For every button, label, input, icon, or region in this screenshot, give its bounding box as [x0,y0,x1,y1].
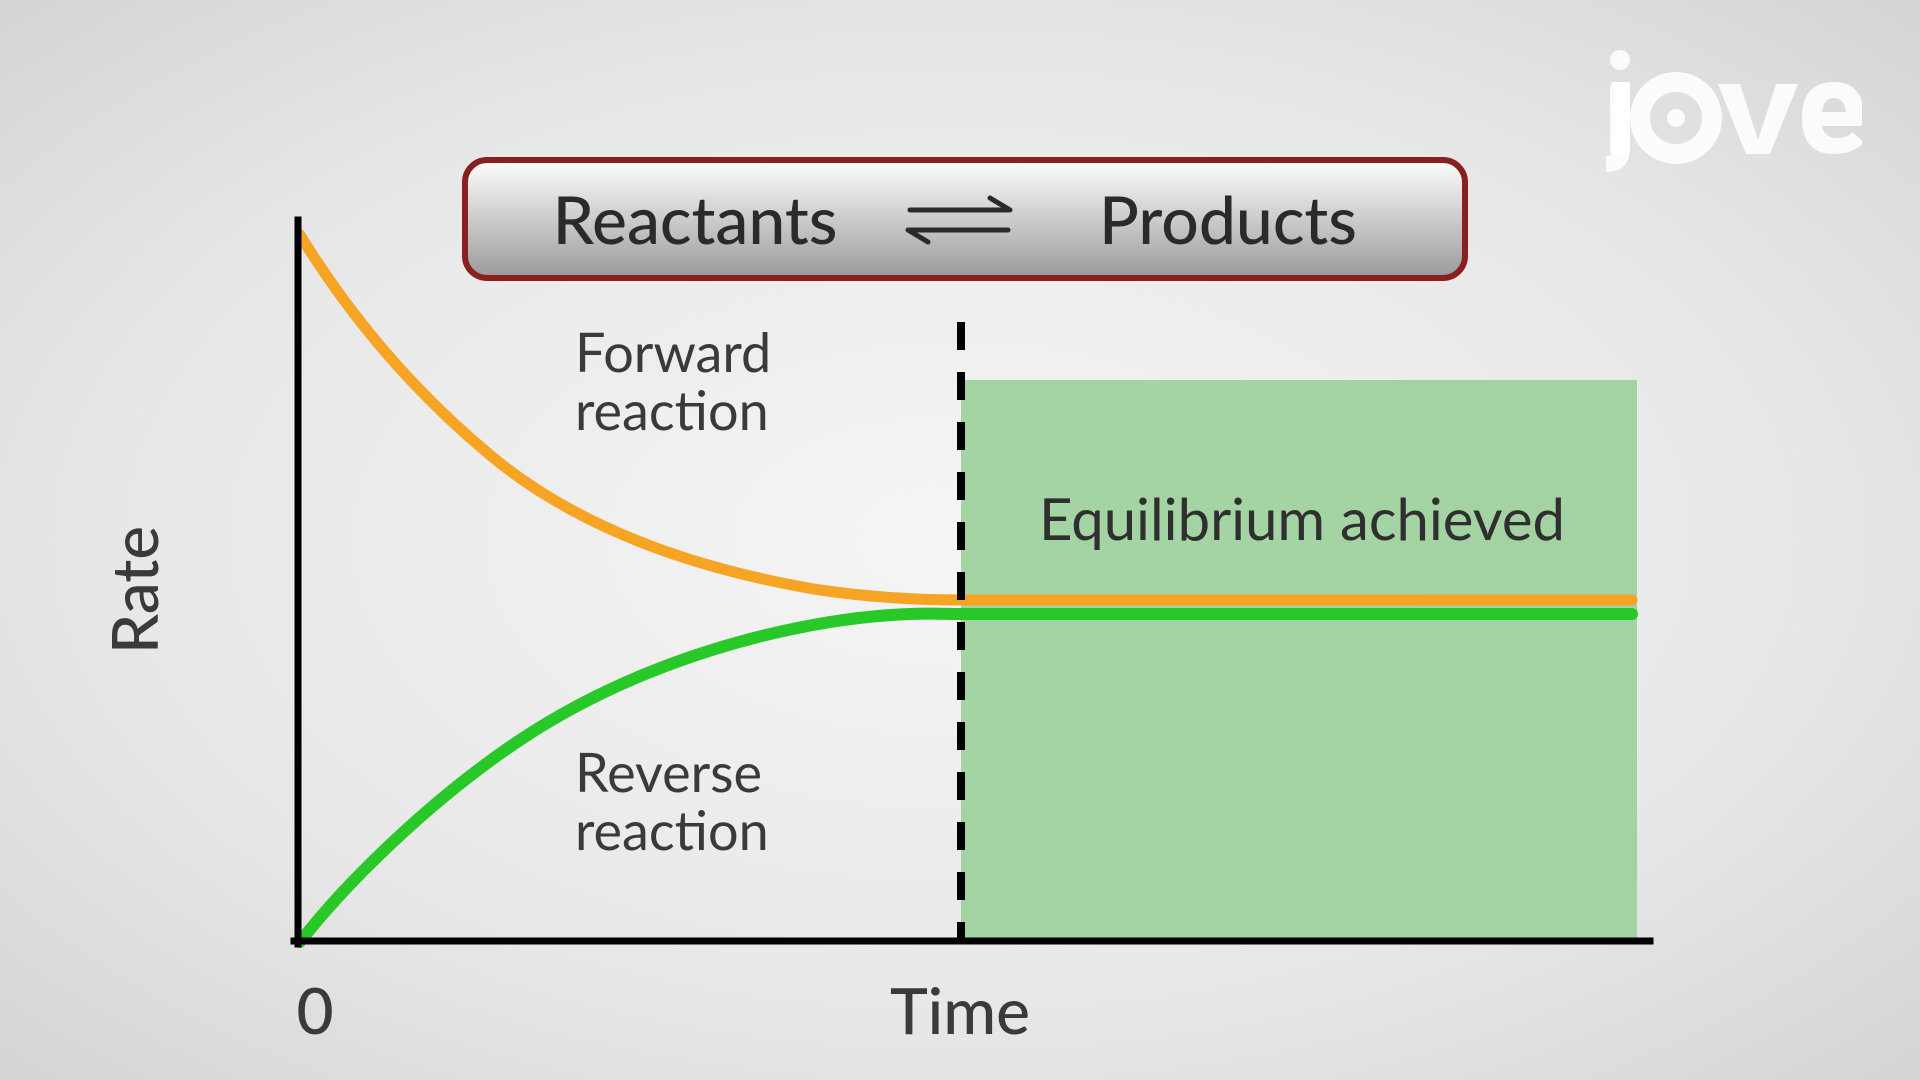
jove-logo [1602,48,1862,194]
origin-label: 0 [296,971,333,1048]
x-axis-label: Time [890,971,1030,1048]
equilibrium-achieved-label: Equilibrium achieved [1039,484,1565,553]
reverse-label-line1: Reverse [575,739,762,804]
forward-label-line1: Forward [575,319,771,384]
reverse-label-line2: reaction [575,797,769,862]
forward-label-line2: reaction [575,377,769,442]
figure-container: Rate Time 0 Forward reaction Reverse rea… [0,0,1920,1080]
y-axis-label: Rate [95,526,172,654]
reverse-reaction-label: Reverse reaction [575,739,776,862]
equilibrium-region [961,380,1637,940]
title-reactants: Reactants [553,180,838,259]
jove-logo-icon [1602,48,1862,178]
forward-reaction-label: Forward reaction [575,319,785,442]
title-box: Reactants Products [465,160,1465,278]
title-products: Products [1099,180,1357,259]
